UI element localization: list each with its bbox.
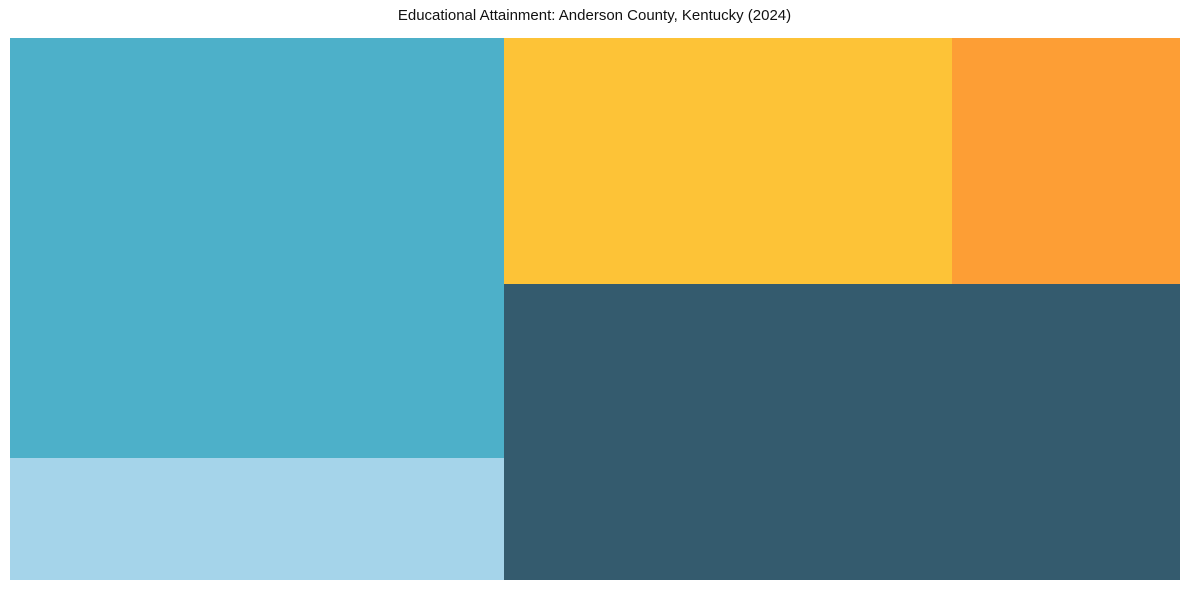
chart-title: Educational Attainment: Anderson County,… xyxy=(397,7,792,24)
treemap-plot-area xyxy=(10,38,1180,580)
treemap-cell xyxy=(10,38,504,458)
treemap-cell xyxy=(10,458,504,580)
treemap-cell xyxy=(504,284,1180,580)
treemap-cell xyxy=(504,38,952,284)
treemap-cell xyxy=(952,38,1180,284)
